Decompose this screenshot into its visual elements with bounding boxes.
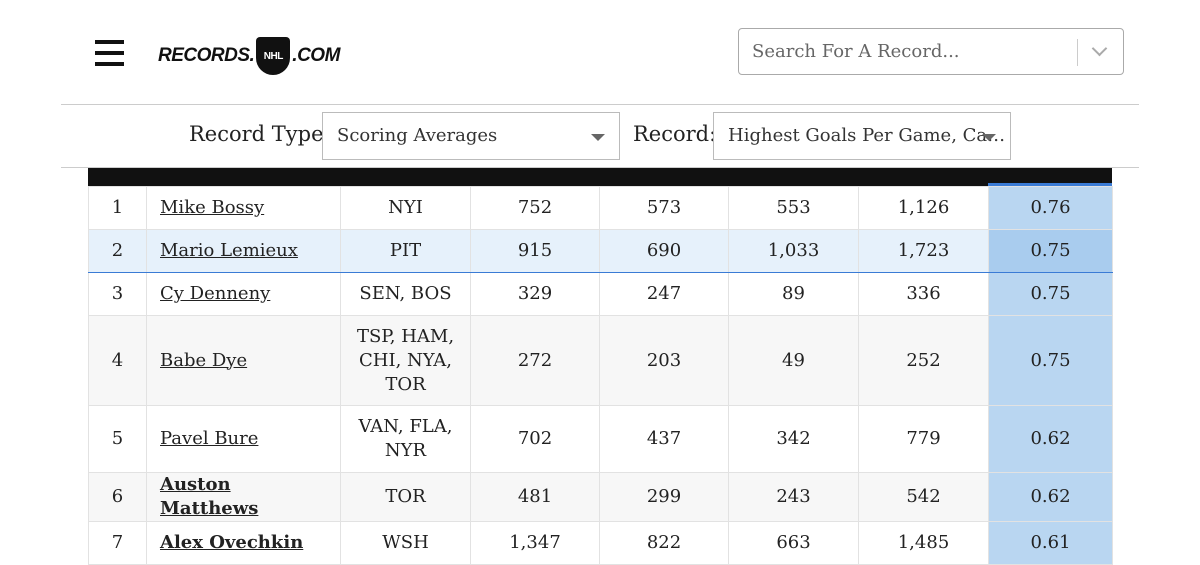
games-played: 752 xyxy=(470,186,600,230)
cell: Pavel Bure xyxy=(146,405,341,473)
goals-per-game: 0.61 xyxy=(988,521,1113,565)
search-box[interactable]: Search For A Record... xyxy=(738,28,1124,75)
table-row: 6 Auston Matthews TOR 481 299 243 542 0.62 xyxy=(88,472,1113,522)
player-name[interactable]: Babe Dye xyxy=(160,349,248,371)
team: PIT xyxy=(340,229,471,273)
search-placeholder: Search For A Record... xyxy=(752,41,960,62)
table-header xyxy=(88,168,1112,187)
games-played: 481 xyxy=(470,472,600,522)
rank: 4 xyxy=(88,315,147,406)
points: 1,485 xyxy=(858,521,989,565)
assists: 49 xyxy=(728,315,859,406)
cell: Auston Matthews xyxy=(146,472,341,522)
points: 336 xyxy=(858,272,989,316)
assists: 553 xyxy=(728,186,859,230)
assists: 243 xyxy=(728,472,859,522)
arrow xyxy=(591,134,605,141)
rank: 1 xyxy=(88,186,147,230)
points: 542 xyxy=(858,472,989,522)
cell: Mario Lemieux xyxy=(146,229,341,273)
dropdown-value: Scoring Averages xyxy=(337,125,498,146)
rank: 2 xyxy=(88,229,147,273)
rank: 7 xyxy=(88,521,147,565)
goals: 822 xyxy=(599,521,729,565)
goals: 690 xyxy=(599,229,729,273)
dropdown[interactable]: Highest Goals Per Game, Ca… xyxy=(713,112,1011,160)
team: SEN, BOS xyxy=(340,272,471,316)
player-name[interactable]: Auston Matthews xyxy=(160,474,259,519)
player-name[interactable]: Cy Denneny xyxy=(160,283,271,304)
goals: 573 xyxy=(599,186,729,230)
points: 252 xyxy=(858,315,989,406)
logo-text: RECORDS. xyxy=(158,45,255,66)
team: WSH xyxy=(340,521,471,565)
player-name[interactable]: Mario Lemieux xyxy=(160,240,298,261)
rank: 5 xyxy=(88,405,147,473)
rank: 3 xyxy=(88,272,147,316)
sort-indicator xyxy=(988,183,1112,187)
goals-per-game: 0.75 xyxy=(988,229,1113,273)
dropdown-value: Highest Goals Per Game, Ca… xyxy=(728,125,1006,146)
dropdown[interactable]: Scoring Averages xyxy=(322,112,620,160)
table-body: 1 Mike Bossy NYI 752 573 553 1,126 0.76 2 Mario L… xyxy=(88,186,1113,565)
assists: 1,033 xyxy=(728,229,859,273)
chevron xyxy=(1091,40,1108,57)
team: VAN, FLA, NYR xyxy=(340,405,471,473)
logo-text: .COM xyxy=(292,45,340,66)
menu-button[interactable] xyxy=(95,40,124,73)
cell: Mike Bossy xyxy=(146,186,341,230)
assists: 342 xyxy=(728,405,859,473)
goals-per-game: 0.62 xyxy=(988,405,1113,473)
goals-per-game: 0.75 xyxy=(988,272,1113,316)
games-played: 1,347 xyxy=(470,521,600,565)
team: TSP, HAM, CHI, NYA, TOR xyxy=(340,315,471,406)
games-played: 272 xyxy=(470,315,600,406)
goals: 247 xyxy=(599,272,729,316)
cell: Alex Ovechkin xyxy=(146,521,341,565)
table-row: 5 Pavel Bure VAN, FLA, NYR 702 437 342 779 0.62 xyxy=(88,405,1113,473)
goals: 437 xyxy=(599,405,729,473)
player-name[interactable]: Mike Bossy xyxy=(160,197,265,218)
label: Record: xyxy=(633,122,717,146)
table-row: 7 Alex Ovechkin WSH 1,347 822 663 1,485 0.61 xyxy=(88,521,1113,565)
divider xyxy=(61,104,1139,105)
separator xyxy=(1077,39,1078,66)
goals: 299 xyxy=(599,472,729,522)
games-played: 702 xyxy=(470,405,600,473)
table-row: 2 Mario Lemieux PIT 915 690 1,033 1,723 0.75 xyxy=(88,229,1113,273)
records-table: 1 Mike Bossy NYI 752 573 553 1,126 0.76 2 Mario L… xyxy=(88,186,1113,565)
team: NYI xyxy=(340,186,471,230)
arrow xyxy=(982,134,996,141)
goals-per-game: 0.62 xyxy=(988,472,1113,522)
assists: 663 xyxy=(728,521,859,565)
table-row: 1 Mike Bossy NYI 752 573 553 1,126 0.76 xyxy=(88,186,1113,230)
games-played: 915 xyxy=(470,229,600,273)
divider xyxy=(61,167,1139,168)
label: Record Type: xyxy=(189,122,331,146)
cell: Cy Denneny xyxy=(146,272,341,316)
points: 779 xyxy=(858,405,989,473)
logo[interactable]: RECORDS. NHL .COM xyxy=(158,36,340,76)
points: 1,126 xyxy=(858,186,989,230)
goals: 203 xyxy=(599,315,729,406)
logo-shield: NHL xyxy=(256,37,291,75)
player-name[interactable]: Pavel Bure xyxy=(160,428,259,449)
points: 1,723 xyxy=(858,229,989,273)
rank: 6 xyxy=(88,472,147,522)
goals-per-game: 0.75 xyxy=(988,315,1113,406)
cell: Babe Dye xyxy=(146,315,341,406)
table-row: 3 Cy Denneny SEN, BOS 329 247 89 336 0.75 xyxy=(88,272,1113,316)
games-played: 329 xyxy=(470,272,600,316)
goals-per-game: 0.76 xyxy=(988,186,1113,230)
team: TOR xyxy=(340,472,471,522)
player-name[interactable]: Alex Ovechkin xyxy=(160,532,304,553)
table-row: 4 Babe Dye TSP, HAM, CHI, NYA, TOR 272 203 49… xyxy=(88,315,1113,406)
assists: 89 xyxy=(728,272,859,316)
